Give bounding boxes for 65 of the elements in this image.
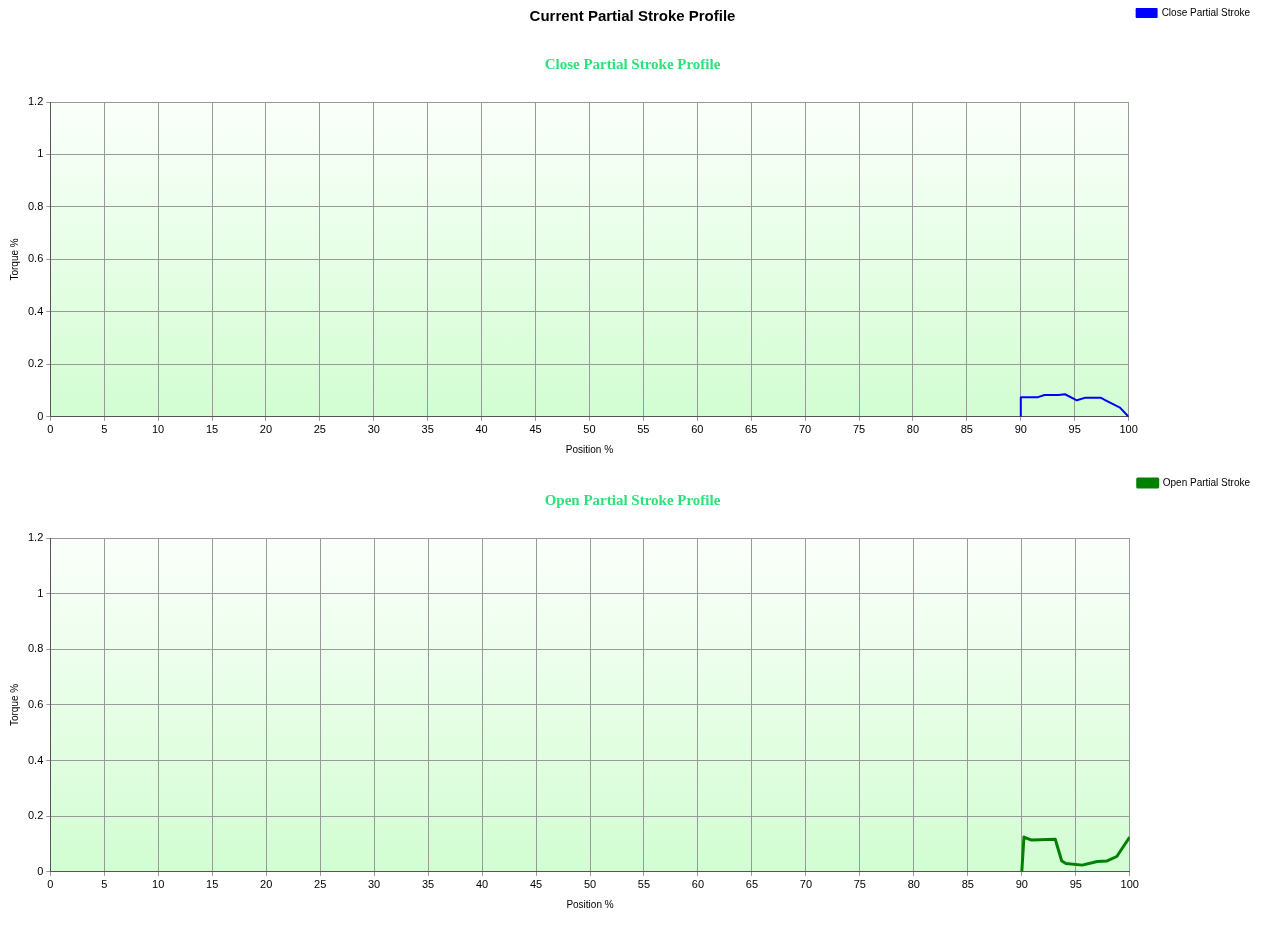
y-tick-label: 1.2 xyxy=(27,531,44,544)
x-tick-label: 30 xyxy=(368,878,381,891)
x-tick-label: 55 xyxy=(637,423,650,436)
x-tick-label: 100 xyxy=(1120,878,1139,891)
y-tick-label: 0 xyxy=(37,409,44,422)
x-tick-label: 50 xyxy=(583,878,597,891)
x-axis-title: Position % xyxy=(565,443,614,455)
x-tick-label: 65 xyxy=(745,878,759,891)
x-tick-label: 5 xyxy=(101,423,108,436)
x-tick-label: 35 xyxy=(421,423,434,436)
y-tick-label: 1 xyxy=(37,147,44,160)
x-tick-label: 35 xyxy=(421,878,435,891)
x-tick-label: 0 xyxy=(47,423,54,436)
x-tick-label: 95 xyxy=(1069,878,1082,891)
y-tick-label: 0.8 xyxy=(27,642,44,655)
x-tick-label: 40 xyxy=(475,423,488,436)
x-tick-label: 55 xyxy=(637,878,651,891)
x-tick-label: 70 xyxy=(799,423,812,436)
x-tick-label: 70 xyxy=(799,878,813,891)
y-tick-label: 0.8 xyxy=(27,199,44,212)
x-tick-label: 25 xyxy=(313,423,326,436)
x-tick-label: 20 xyxy=(259,423,273,436)
chart-subtitle: Open Partial Stroke Profile xyxy=(544,491,721,508)
x-tick-label: 10 xyxy=(152,878,165,891)
y-tick-label: 0.2 xyxy=(27,357,44,370)
y-axis-title: Torque % xyxy=(8,238,20,281)
x-tick-label: 15 xyxy=(205,423,219,436)
x-tick-label: 60 xyxy=(691,878,705,891)
x-tick-label: 90 xyxy=(1015,878,1028,891)
x-tick-label: 20 xyxy=(260,878,273,891)
y-tick-label: 0.6 xyxy=(27,697,44,710)
x-axis-title: Position % xyxy=(566,898,614,910)
y-axis-title: Torque % xyxy=(8,683,20,727)
legend-label: Close Partial Stroke xyxy=(1161,6,1251,18)
x-tick-label: 30 xyxy=(367,423,380,436)
x-tick-label: 60 xyxy=(691,423,704,436)
y-tick-label: 0.2 xyxy=(27,809,44,822)
x-tick-label: 75 xyxy=(852,423,866,436)
x-tick-label: 45 xyxy=(529,878,543,891)
x-tick-label: 0 xyxy=(47,878,54,891)
x-tick-label: 85 xyxy=(961,878,974,891)
x-tick-label: 80 xyxy=(907,878,920,891)
chart-subtitle: Close Partial Stroke Profile xyxy=(544,55,721,72)
x-tick-label: 45 xyxy=(529,423,542,436)
y-tick-label: 1.2 xyxy=(27,95,44,108)
x-tick-label: 5 xyxy=(101,878,108,891)
chart-title: Current Partial Stroke Profile xyxy=(529,7,736,25)
x-tick-label: 100 xyxy=(1119,423,1138,436)
x-tick-label: 80 xyxy=(906,423,920,436)
x-tick-label: 50 xyxy=(583,423,596,436)
x-tick-label: 85 xyxy=(960,423,973,436)
legend-label: Open Partial Stroke xyxy=(1162,476,1251,488)
x-tick-label: 75 xyxy=(853,878,866,891)
y-tick-label: 0.4 xyxy=(27,753,44,766)
x-tick-label: 90 xyxy=(1014,423,1027,436)
y-tick-label: 0.6 xyxy=(27,252,44,265)
x-tick-label: 40 xyxy=(475,878,489,891)
x-tick-label: 25 xyxy=(314,878,327,891)
y-tick-label: 0 xyxy=(37,864,44,877)
y-tick-label: 0.4 xyxy=(27,304,44,317)
x-tick-label: 10 xyxy=(152,423,165,436)
x-tick-label: 95 xyxy=(1068,423,1081,436)
y-tick-label: 1 xyxy=(37,586,44,599)
x-tick-label: 15 xyxy=(206,878,219,891)
x-tick-label: 65 xyxy=(745,423,758,436)
